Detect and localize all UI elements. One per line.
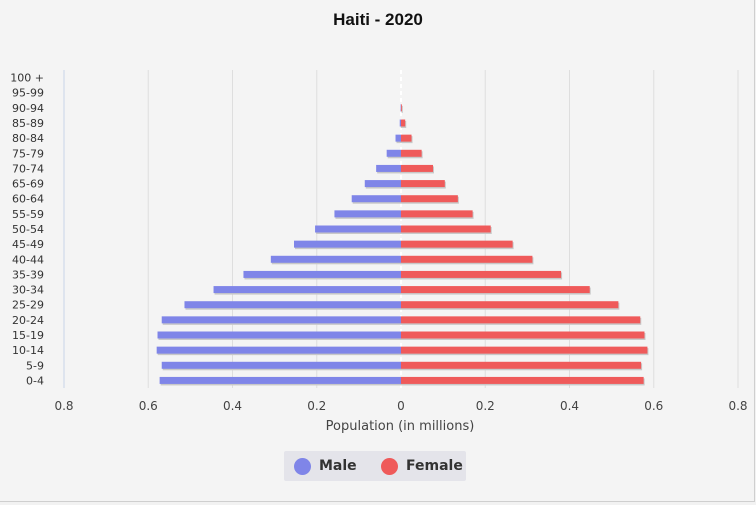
- x-tick-label: 0.2: [476, 399, 495, 413]
- female-bar-shadow: [402, 105, 403, 113]
- male-bar[interactable]: [161, 316, 401, 324]
- x-tick-label: 0.6: [139, 399, 158, 413]
- y-tick-label: 45-49: [12, 238, 44, 251]
- female-bar[interactable]: [401, 149, 422, 157]
- legend-item-male[interactable]: Male: [294, 451, 357, 481]
- y-tick-label: 25-29: [12, 299, 44, 312]
- male-bar[interactable]: [399, 119, 401, 127]
- legend: Male Female: [284, 451, 466, 481]
- female-bar[interactable]: [401, 210, 473, 218]
- y-tick-label: 10-14: [12, 344, 44, 357]
- male-bar[interactable]: [334, 210, 401, 218]
- chart-title: Haiti - 2020: [333, 10, 423, 29]
- y-tick-label: 20-24: [12, 314, 44, 327]
- male-legend-dot: [294, 457, 311, 475]
- y-tick-label: 35-39: [12, 268, 44, 281]
- x-axis-label: Population (in millions): [325, 419, 475, 434]
- male-bar[interactable]: [243, 270, 401, 278]
- legend-item-female[interactable]: Female: [381, 451, 463, 481]
- male-bar[interactable]: [161, 361, 401, 369]
- x-tick-label: 0.4: [223, 399, 242, 413]
- y-tick-label: 90-94: [12, 102, 44, 115]
- female-bar[interactable]: [401, 376, 644, 384]
- female-bar[interactable]: [401, 316, 641, 324]
- male-bar[interactable]: [376, 164, 401, 172]
- male-bar[interactable]: [159, 376, 401, 384]
- legend-label-male: Male: [319, 458, 357, 474]
- y-tick-label: 75-79: [12, 147, 44, 160]
- y-tick-label: 55-59: [12, 208, 44, 221]
- x-tick-label: 0.6: [644, 399, 663, 413]
- female-bar[interactable]: [401, 195, 458, 203]
- y-tick-label: 5-9: [26, 359, 44, 372]
- female-bar[interactable]: [401, 104, 402, 112]
- female-bar[interactable]: [401, 361, 642, 369]
- male-bar[interactable]: [351, 195, 401, 203]
- y-tick-label: 0-4: [26, 374, 44, 387]
- x-tick-label: 0.8: [728, 399, 747, 413]
- female-bar[interactable]: [401, 346, 648, 354]
- female-bar[interactable]: [401, 134, 412, 142]
- female-bar[interactable]: [401, 225, 491, 233]
- y-tick-label: 15-19: [12, 329, 44, 342]
- female-bar[interactable]: [401, 119, 406, 127]
- male-bar[interactable]: [156, 346, 401, 354]
- x-tick-label: 0.8: [54, 399, 73, 413]
- x-tick-label: 0.4: [560, 399, 579, 413]
- male-bar[interactable]: [386, 149, 401, 157]
- female-bar[interactable]: [401, 180, 445, 188]
- x-tick-label: 0.2: [307, 399, 326, 413]
- x-tick-label: 0: [397, 399, 405, 413]
- y-tick-label: 85-89: [12, 117, 44, 130]
- y-tick-label: 50-54: [12, 223, 44, 236]
- female-bar[interactable]: [401, 255, 533, 263]
- y-tick-label: 80-84: [12, 132, 44, 145]
- female-bar[interactable]: [401, 240, 513, 248]
- y-tick-label: 40-44: [12, 253, 44, 266]
- male-bar[interactable]: [364, 180, 401, 188]
- male-bar[interactable]: [184, 301, 401, 309]
- y-tick-label: 70-74: [12, 162, 44, 175]
- male-bar[interactable]: [294, 240, 401, 248]
- male-bar[interactable]: [315, 225, 401, 233]
- female-bar[interactable]: [401, 286, 590, 294]
- female-bar[interactable]: [401, 331, 645, 339]
- y-tick-label: 60-64: [12, 193, 44, 206]
- male-bar[interactable]: [213, 286, 401, 294]
- female-bar[interactable]: [401, 270, 562, 278]
- female-bar[interactable]: [401, 164, 434, 172]
- legend-label-female: Female: [406, 458, 463, 474]
- y-tick-label: 30-34: [12, 284, 44, 297]
- female-legend-dot: [381, 457, 398, 475]
- y-tick-label: 95-99: [12, 87, 44, 100]
- male-bar[interactable]: [157, 331, 401, 339]
- male-bar[interactable]: [395, 134, 401, 142]
- female-bar[interactable]: [401, 301, 619, 309]
- y-tick-label: 65-69: [12, 178, 44, 191]
- male-bar[interactable]: [270, 255, 401, 263]
- y-tick-label: 100 +: [10, 72, 44, 85]
